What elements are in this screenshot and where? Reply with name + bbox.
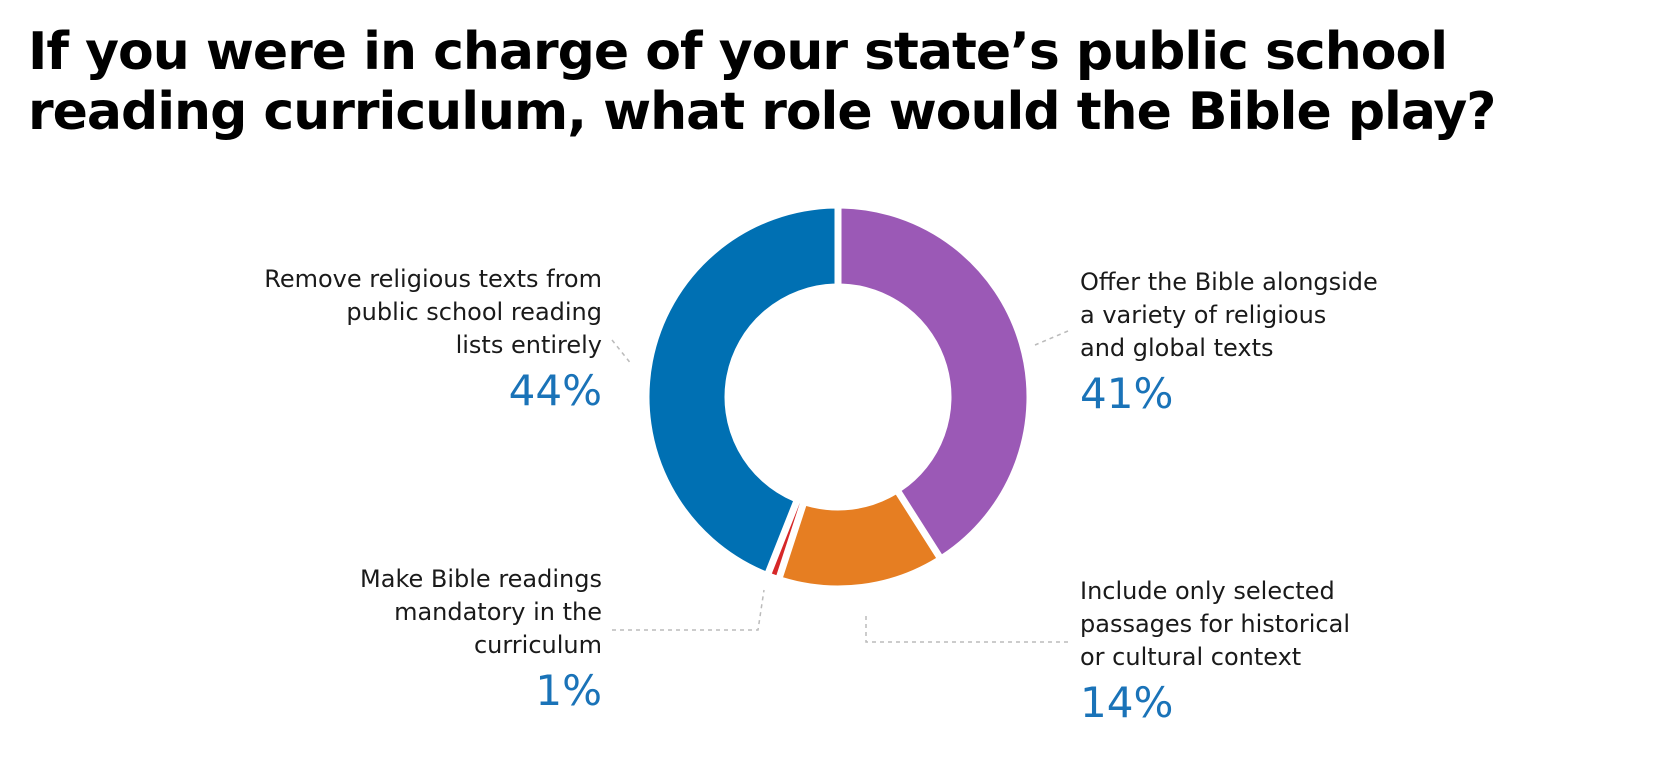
leader-line-mandatory xyxy=(612,589,765,631)
slice-percent-label: 14% xyxy=(1080,678,1174,727)
leader-line-offer-alongside xyxy=(1034,330,1069,346)
slice-label-selected-passages: Include only selected passages for histo… xyxy=(1080,542,1350,763)
slice-label-text: Remove religious texts from public schoo… xyxy=(264,265,602,359)
donut-chart xyxy=(611,207,1069,643)
slice-remove-texts xyxy=(648,207,836,573)
slice-percent-label: 41% xyxy=(1080,369,1174,418)
slice-offer-alongside xyxy=(840,207,1028,556)
slice-label-text: Include only selected passages for histo… xyxy=(1080,577,1350,671)
slice-label-offer-alongside: Offer the Bible alongside a variety of r… xyxy=(1080,233,1378,454)
slice-percent-label: 44% xyxy=(508,366,602,415)
leader-line-selected-passages xyxy=(865,615,1068,643)
leader-line-remove-texts xyxy=(611,339,633,366)
donut-slices xyxy=(648,207,1028,587)
leader-lines xyxy=(611,330,1069,643)
slice-label-remove-texts: Remove religious texts from public schoo… xyxy=(264,230,602,451)
slice-label-text: Make Bible readings mandatory in the cur… xyxy=(360,565,602,659)
slice-mandatory xyxy=(770,502,801,577)
chart-title: If you were in charge of your state’s pu… xyxy=(28,22,1496,142)
slice-label-mandatory: Make Bible readings mandatory in the cur… xyxy=(360,530,602,751)
slice-label-text: Offer the Bible alongside a variety of r… xyxy=(1080,268,1378,362)
slice-percent-label: 1% xyxy=(535,666,602,715)
slice-selected-passages xyxy=(781,493,938,587)
